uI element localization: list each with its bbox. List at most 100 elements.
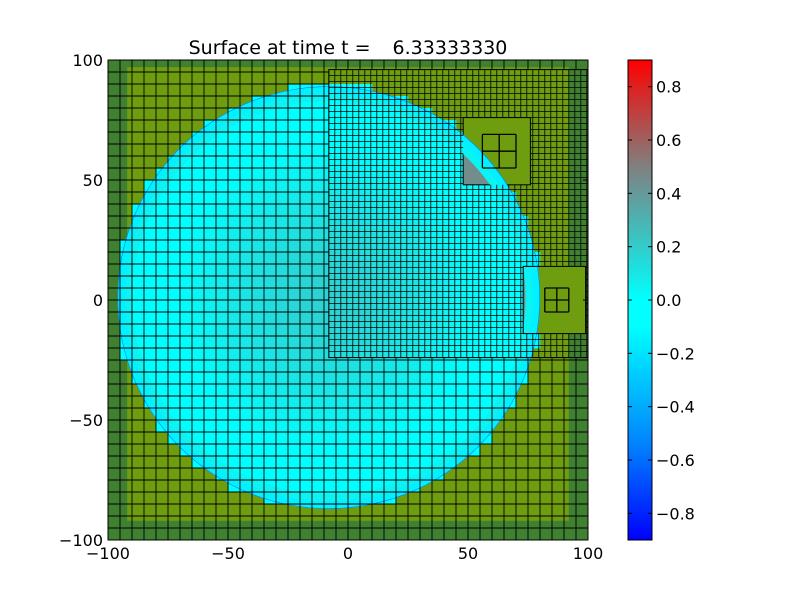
water-cell — [312, 420, 325, 433]
water-cell — [312, 348, 325, 361]
water-cell — [408, 408, 421, 421]
water-cell — [444, 372, 457, 385]
water-cell — [168, 252, 181, 265]
water-cell — [276, 180, 289, 193]
water-cell — [252, 156, 265, 169]
water-cell — [216, 348, 229, 361]
water-cell — [300, 480, 313, 493]
water-cell — [420, 360, 433, 373]
water-cell — [192, 192, 205, 205]
water-cell — [288, 456, 301, 469]
water-cell — [204, 312, 217, 325]
water-cell — [180, 420, 193, 433]
water-cell — [192, 156, 205, 169]
water-cell — [264, 120, 277, 133]
water-cell — [192, 372, 205, 385]
water-cell — [300, 216, 313, 229]
water-cell — [396, 432, 409, 445]
water-cell — [252, 336, 265, 349]
y-tick-label: 0 — [93, 291, 103, 310]
water-cell — [288, 300, 301, 313]
water-cell — [180, 360, 193, 373]
water-cell — [276, 468, 289, 481]
water-cell — [264, 336, 277, 349]
water-cell — [372, 372, 385, 385]
water-cell — [144, 240, 157, 253]
water-cell — [192, 408, 205, 421]
water-cell — [264, 432, 277, 445]
colorbar-tick-label: −0.4 — [656, 398, 695, 417]
water-cell — [228, 180, 241, 193]
water-cell — [252, 120, 265, 133]
water-cell — [204, 276, 217, 289]
water-cell — [252, 432, 265, 445]
water-cell — [384, 384, 397, 397]
water-cell — [276, 432, 289, 445]
water-cell — [216, 384, 229, 397]
water-cell — [288, 156, 301, 169]
water-cell — [264, 288, 277, 301]
water-cell — [276, 288, 289, 301]
water-cell — [168, 276, 181, 289]
water-cell — [276, 408, 289, 421]
water-cell — [396, 444, 409, 457]
water-cell — [192, 300, 205, 313]
water-cell — [168, 180, 181, 193]
water-cell — [180, 336, 193, 349]
water-cell — [240, 372, 253, 385]
water-cell — [180, 312, 193, 325]
water-cell — [240, 180, 253, 193]
water-cell — [372, 432, 385, 445]
water-cell — [432, 396, 445, 409]
water-cell — [168, 204, 181, 217]
water-cell — [252, 216, 265, 229]
x-tick-label: −100 — [86, 544, 130, 563]
water-cell — [432, 432, 445, 445]
water-cell — [300, 288, 313, 301]
water-cell — [312, 444, 325, 457]
water-cell — [276, 384, 289, 397]
water-cell — [264, 216, 277, 229]
level2-border — [328, 69, 588, 359]
water-cell — [264, 156, 277, 169]
water-cell — [264, 168, 277, 181]
water-cell — [336, 444, 349, 457]
water-cell — [384, 456, 397, 469]
water-cell — [204, 408, 217, 421]
water-cell — [288, 480, 301, 493]
water-cell — [180, 384, 193, 397]
water-cell — [288, 276, 301, 289]
water-cell — [300, 432, 313, 445]
water-cell — [228, 444, 241, 457]
water-cell — [336, 384, 349, 397]
water-cell — [240, 300, 253, 313]
water-cell — [144, 252, 157, 265]
y-tick-label: −100 — [59, 531, 103, 550]
water-cell — [312, 468, 325, 481]
water-cell — [264, 372, 277, 385]
water-cell — [408, 384, 421, 397]
water-cell — [252, 228, 265, 241]
water-cell — [252, 408, 265, 421]
water-cell — [168, 300, 181, 313]
water-cell — [312, 240, 325, 253]
water-cell — [300, 456, 313, 469]
water-cell — [348, 432, 361, 445]
water-cell — [444, 432, 457, 445]
water-cell — [252, 204, 265, 217]
water-cell — [156, 264, 169, 277]
water-cell — [288, 432, 301, 445]
water-cell — [168, 312, 181, 325]
water-cell — [180, 168, 193, 181]
water-cell — [252, 396, 265, 409]
water-cell — [228, 216, 241, 229]
water-cell — [240, 120, 253, 133]
water-cell — [264, 420, 277, 433]
water-cell — [288, 444, 301, 457]
water-cell — [408, 444, 421, 457]
water-cell — [432, 360, 445, 373]
water-cell — [276, 108, 289, 121]
water-cell — [252, 240, 265, 253]
water-cell — [336, 396, 349, 409]
water-cell — [312, 108, 325, 121]
